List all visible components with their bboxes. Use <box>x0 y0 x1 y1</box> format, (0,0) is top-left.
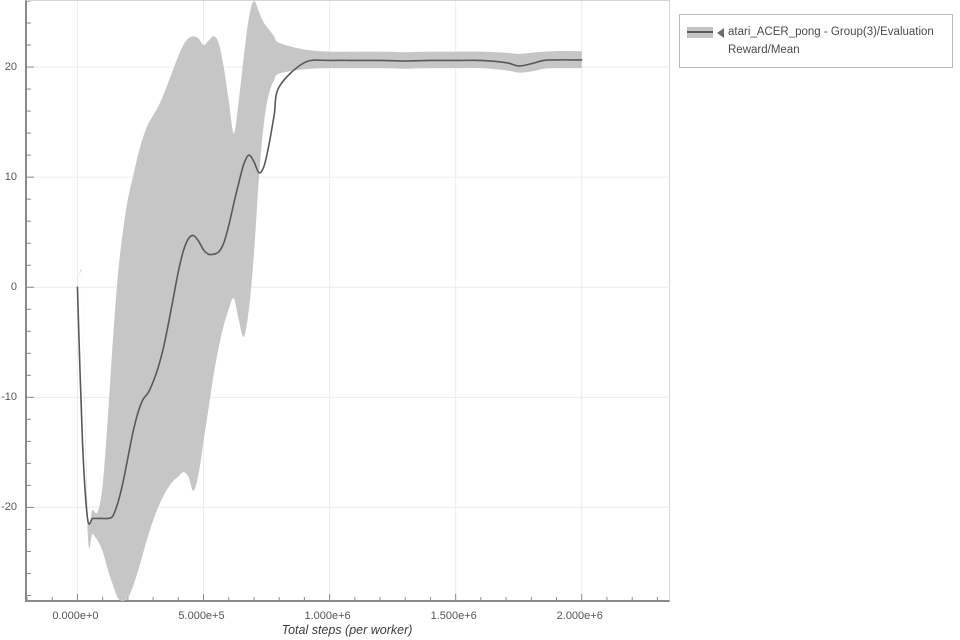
x-axis-title: Total steps (per worker) <box>281 623 413 637</box>
left-triangle-icon[interactable] <box>717 28 724 38</box>
minor-tick-marks <box>27 1 658 601</box>
plot-area <box>25 0 670 602</box>
legend-line-swatch <box>687 31 713 33</box>
mean-line <box>76 59 583 525</box>
x-tick-label: 1.000e+6 <box>304 610 351 622</box>
y-tick-label: -10 <box>1 391 17 404</box>
y-tick-label: 20 <box>4 61 17 74</box>
plot-canvas <box>27 1 670 601</box>
x-tick-label: 1.500e+6 <box>430 610 477 622</box>
chart-legend[interactable]: atari_ACER_pong - Group(3)/Evaluation Re… <box>679 14 953 68</box>
x-tick-label: 0.000e+0 <box>52 610 99 622</box>
x-tick-label: 2.000e+6 <box>556 610 603 622</box>
confidence-band <box>77 1 582 601</box>
major-tick-marks <box>27 66 583 601</box>
y-tick-label: -20 <box>1 501 17 514</box>
y-tick-label: 0 <box>10 281 17 294</box>
legend-entry-label: atari_ACER_pong - Group(3)/Evaluation Re… <box>728 26 934 56</box>
y-tick-label: 10 <box>4 171 17 184</box>
x-tick-label: 5.000e+5 <box>178 610 225 622</box>
legend-swatch-icon <box>687 24 713 40</box>
